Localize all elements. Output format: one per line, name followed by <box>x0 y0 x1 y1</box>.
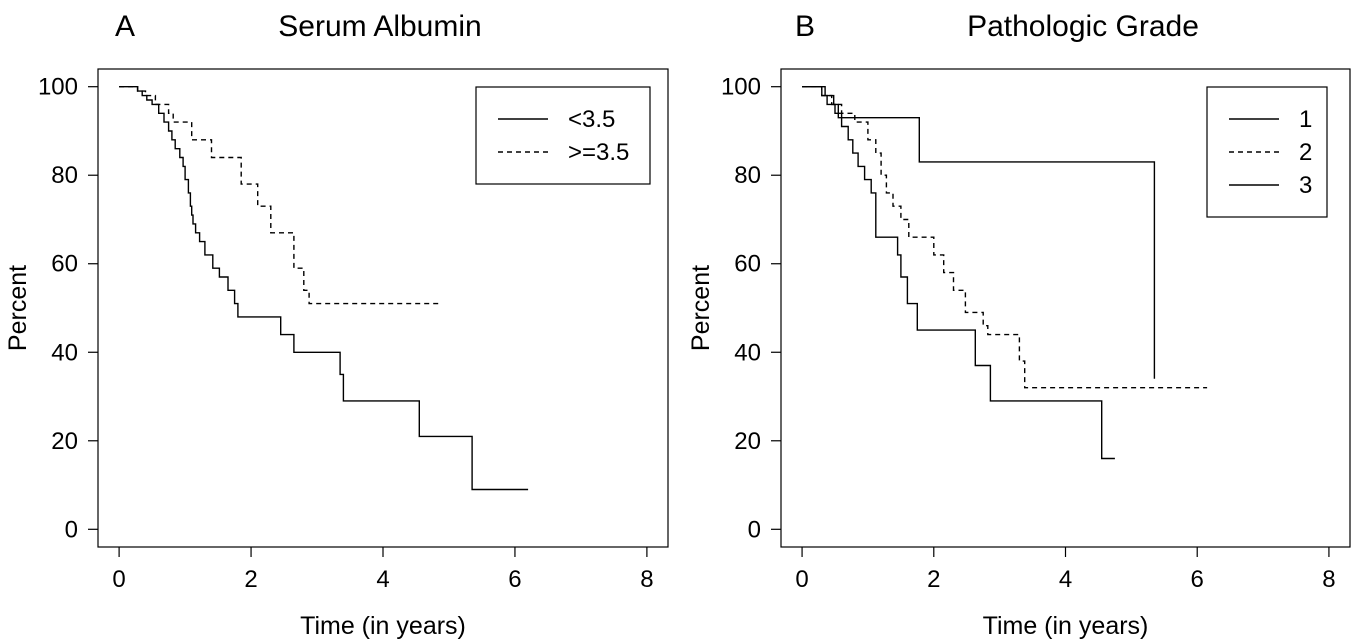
panel-a-y-tick-label: 0 <box>65 516 78 543</box>
panel-b-y-tick-label: 20 <box>734 428 761 455</box>
panel-b-x-axis-label: Time (in years) <box>983 612 1149 639</box>
panel-b-y-axis-label: Percent <box>687 265 715 351</box>
panel-b-legend-label-3: 3 <box>1299 172 1312 199</box>
panel-a-x-tick-label: 2 <box>244 566 257 593</box>
panel-b-x-tick-label: 0 <box>795 566 808 593</box>
panel-b-legend-label-2: 2 <box>1299 139 1312 166</box>
panel-b-title: Pathologic Grade <box>967 10 1199 43</box>
panel-a-letter: A <box>115 10 135 43</box>
panel-b-series-line-3 <box>802 86 1115 460</box>
panel-b-series-line-2 <box>802 86 1208 389</box>
panel-b-y-tick-label: 100 <box>721 74 761 101</box>
panel-a-x-axis-label: Time (in years) <box>300 612 466 639</box>
panel-a-y-tick-label: 100 <box>38 74 78 101</box>
panel-a-legend-box <box>475 86 651 185</box>
panel-b-y-tick-label: 80 <box>734 162 761 189</box>
panel-a-series-line-2 <box>119 86 440 305</box>
panel-a-legend-label-1: <3.5 <box>568 106 615 133</box>
panel-a-x-tick-label: 8 <box>640 566 653 593</box>
panel-a-series-line-1 <box>119 86 529 491</box>
panel-b-series-line-1 <box>802 86 1156 379</box>
panel-a-y-tick-label: 80 <box>51 162 78 189</box>
panel-b-y-tick-label: 60 <box>734 251 761 278</box>
panel-a-x-tick-label: 0 <box>112 566 125 593</box>
panel-b-x-tick-label: 4 <box>1059 566 1072 593</box>
panel-b-x-tick-label: 8 <box>1322 566 1335 593</box>
panel-a-legend-label-2: >=3.5 <box>568 139 629 166</box>
panel-b-legend: 1 2 3 <box>1206 86 1328 218</box>
panel-a-x-tick-label: 4 <box>376 566 389 593</box>
panel-a-y-tick-label: 60 <box>51 251 78 278</box>
panel-a-y-tick-label: 20 <box>51 428 78 455</box>
panel-b-x-tick-label: 6 <box>1191 566 1204 593</box>
panel-a-x-tick-label: 6 <box>508 566 521 593</box>
panel-a-title: Serum Albumin <box>278 10 481 43</box>
panel-b-letter: B <box>795 10 815 43</box>
panel-b-y-tick-label: 40 <box>734 339 761 366</box>
panel-a-y-axis-label: Percent <box>4 265 32 351</box>
panel-a-y-tick-label: 40 <box>51 339 78 366</box>
panel-b-x-tick-label: 2 <box>927 566 940 593</box>
panel-b-legend-label-1: 1 <box>1299 106 1312 133</box>
panel-a-legend: <3.5 >=3.5 <box>475 86 651 185</box>
panel-b-y-tick-label: 0 <box>748 516 761 543</box>
